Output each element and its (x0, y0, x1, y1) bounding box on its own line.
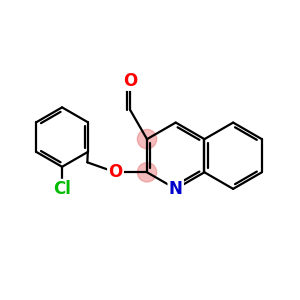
Text: Cl: Cl (53, 180, 71, 198)
Text: O: O (108, 163, 123, 181)
Circle shape (137, 130, 157, 149)
Text: O: O (123, 72, 138, 90)
Circle shape (137, 163, 157, 182)
Text: N: N (169, 180, 183, 198)
